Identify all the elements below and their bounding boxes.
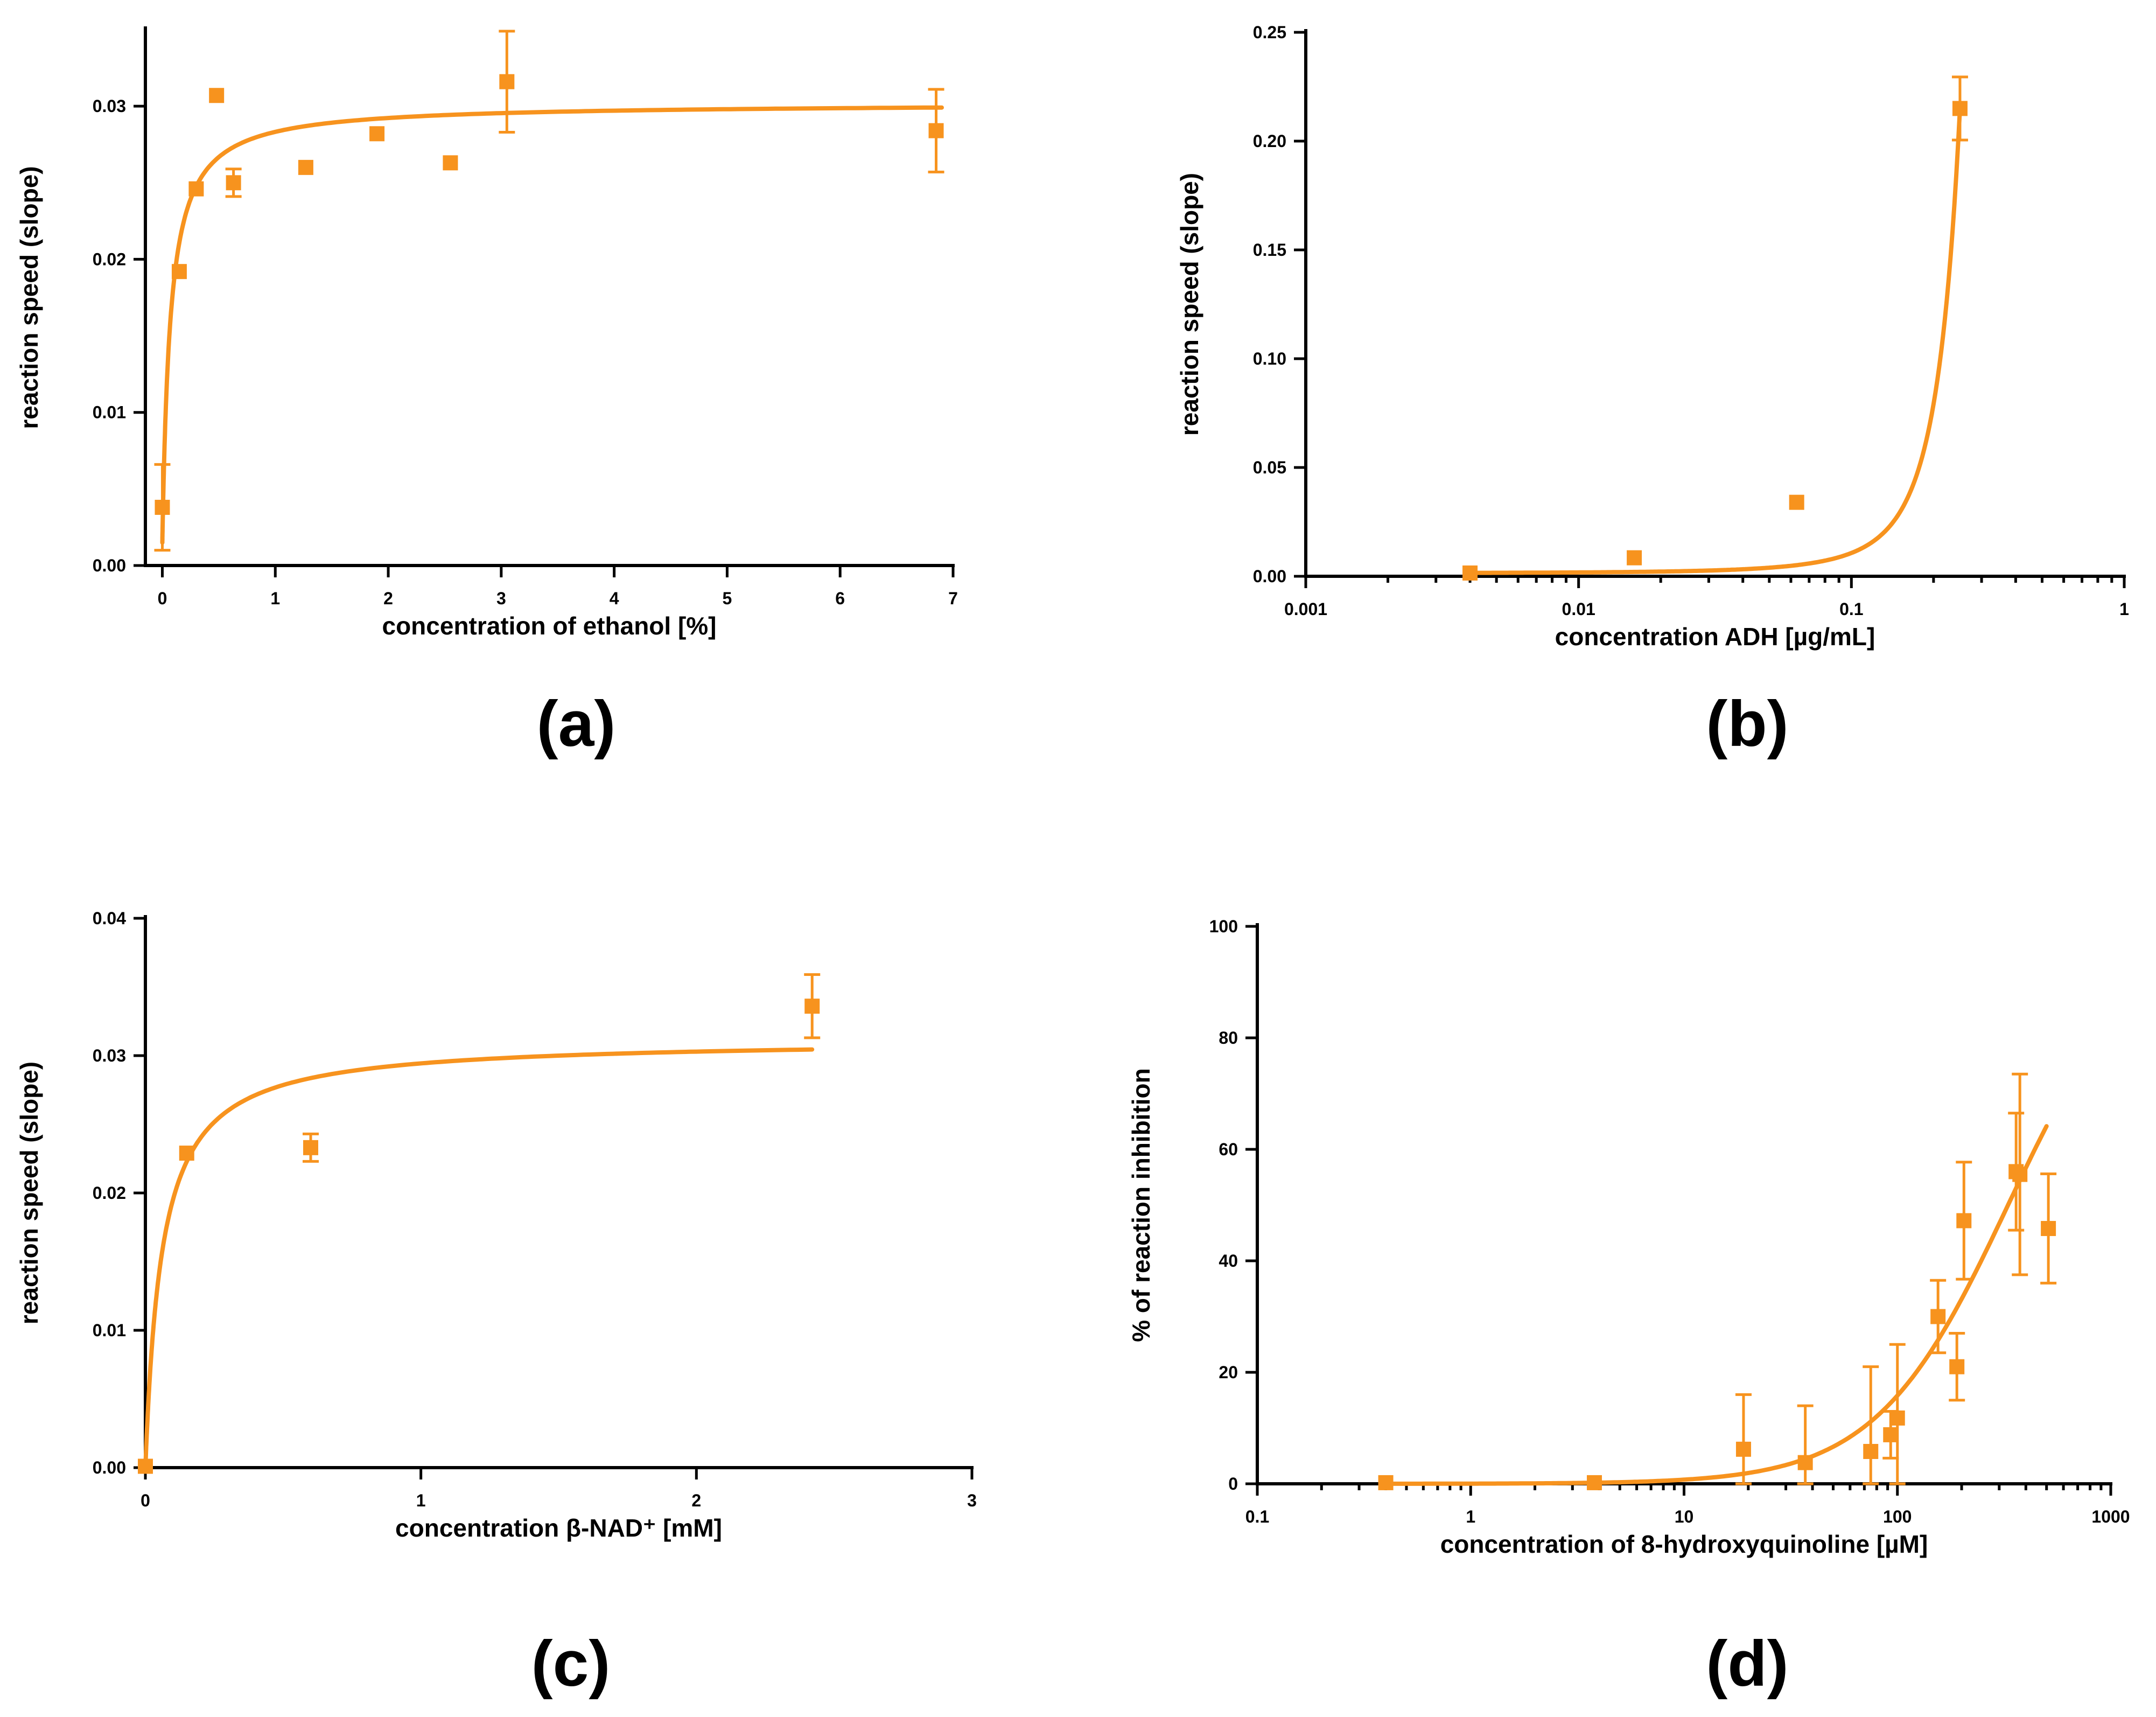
y-tick-label: 20 <box>1219 1363 1238 1382</box>
panel-b: 0.00 0.05 0.10 0.15 0.20 0.25 0.001 0.01 0.1 1 con… <box>1175 23 2129 760</box>
x-tick-label: 1 <box>2119 599 2129 619</box>
y-tick-label: 40 <box>1219 1251 1238 1271</box>
panel-label: (a) <box>537 688 616 760</box>
y-axis-title: reaction speed (slope) <box>15 1062 43 1324</box>
panel-a: 0.00 0.01 0.02 0.03 0 1 2 3 4 5 6 7 concentration of… <box>15 26 958 760</box>
x-tick-label: 0.01 <box>1562 599 1595 619</box>
y-axis-title: % of reaction inhibition <box>1127 1068 1155 1342</box>
fit-curve <box>1468 106 1962 575</box>
panel-c: 0.00 0.01 0.02 0.03 0.04 0 1 2 3 concentration β-… <box>15 909 977 1700</box>
y-tick-label: 100 <box>1209 917 1238 936</box>
y-tick-label: 0.04 <box>93 909 126 928</box>
y-tick-label: 0.03 <box>93 1046 126 1065</box>
y-tick-label: 0 <box>1228 1474 1238 1493</box>
x-tick-label: 0.1 <box>1839 599 1863 619</box>
data-point <box>1863 1443 1879 1459</box>
data-point <box>1889 1410 1905 1426</box>
x-tick-label: 5 <box>723 589 732 608</box>
data-point <box>1797 1455 1813 1470</box>
data-point <box>1627 550 1642 566</box>
y-tick-label: 0.10 <box>1253 349 1286 368</box>
y-tick-label: 0.03 <box>93 96 126 116</box>
data-point <box>226 175 241 191</box>
y-tick-label: 60 <box>1219 1140 1238 1159</box>
x-tick-label: 1000 <box>2091 1507 2130 1526</box>
x-tick-label: 100 <box>1883 1507 1912 1526</box>
x-tick-label: 0.001 <box>1284 599 1327 619</box>
data-point <box>1789 494 1804 510</box>
x-tick-label: 1 <box>1466 1507 1475 1526</box>
y-tick-label: 0.00 <box>1253 567 1286 586</box>
x-tick-label: 1 <box>270 589 280 608</box>
x-tick-label: 0.1 <box>1245 1507 1269 1526</box>
data-point <box>209 88 225 103</box>
data-point <box>804 999 820 1014</box>
data-point <box>138 1458 153 1474</box>
data-point <box>499 74 515 89</box>
x-tick-label: 2 <box>383 589 393 608</box>
y-tick-label: 0.05 <box>1253 458 1286 477</box>
data-point <box>369 126 385 142</box>
x-tick-label: 3 <box>967 1491 977 1510</box>
y-tick-label: 0.02 <box>93 1183 126 1203</box>
x-tick-label: 0 <box>141 1491 150 1510</box>
data-point <box>928 123 944 138</box>
x-axis-title: concentration of ethanol [%] <box>382 612 717 640</box>
x-axis-title: concentration β-NAD⁺ [mM] <box>395 1514 722 1542</box>
y-tick-label: 0.00 <box>93 556 126 575</box>
x-tick-label: 1 <box>416 1491 426 1510</box>
y-tick-label: 0.25 <box>1253 23 1286 42</box>
data-point <box>1378 1475 1394 1490</box>
panel-label: (c) <box>531 1628 611 1700</box>
y-tick-label: 0.01 <box>93 1321 126 1340</box>
data-point <box>1883 1427 1899 1442</box>
panel-label: (d) <box>1706 1628 1788 1700</box>
fit-curve <box>143 1047 815 1470</box>
data-point <box>179 1146 194 1161</box>
data-point <box>1949 1359 1965 1374</box>
data-point <box>1956 1213 1972 1229</box>
y-tick-label: 0.01 <box>93 403 126 422</box>
data-point <box>2041 1220 2056 1236</box>
data-point <box>443 155 458 171</box>
data-point <box>2012 1167 2028 1182</box>
x-tick-label: 2 <box>691 1491 701 1510</box>
y-tick-label: 0.15 <box>1253 240 1286 260</box>
x-tick-label: 4 <box>610 589 619 608</box>
fit-curve <box>160 105 944 545</box>
data-point <box>1462 565 1478 581</box>
x-axis-title: concentration of 8-hydroxyquinoline [µM] <box>1440 1530 1928 1558</box>
data-point <box>298 159 313 175</box>
panel-d: 0 20 40 60 80 100 0.1 1 10 100 1000 concentration o… <box>1127 917 2130 1700</box>
y-tick-label: 0.02 <box>93 249 126 269</box>
panel-label: (b) <box>1706 688 1788 760</box>
x-tick-label: 10 <box>1675 1507 1694 1526</box>
x-tick-label: 7 <box>948 589 958 608</box>
data-point <box>303 1140 318 1155</box>
data-point <box>155 499 170 515</box>
x-tick-label: 0 <box>158 589 167 608</box>
y-axis-title: reaction speed (slope) <box>1175 173 1203 436</box>
data-point <box>188 181 204 197</box>
y-tick-label: 0.00 <box>93 1458 126 1477</box>
y-tick-label: 0.20 <box>1253 131 1286 151</box>
y-axis-title: reaction speed (slope) <box>15 166 43 429</box>
data-point <box>1952 101 1968 116</box>
data-point <box>1586 1475 1602 1490</box>
data-point <box>171 264 187 280</box>
x-axis-title: concentration ADH [µg/mL] <box>1555 623 1875 651</box>
y-tick-label: 80 <box>1219 1028 1238 1048</box>
data-point <box>1735 1441 1751 1457</box>
fit-curve <box>1383 1124 2049 1486</box>
data-point <box>1930 1309 1946 1324</box>
x-tick-label: 3 <box>496 589 506 608</box>
x-tick-label: 6 <box>835 589 845 608</box>
